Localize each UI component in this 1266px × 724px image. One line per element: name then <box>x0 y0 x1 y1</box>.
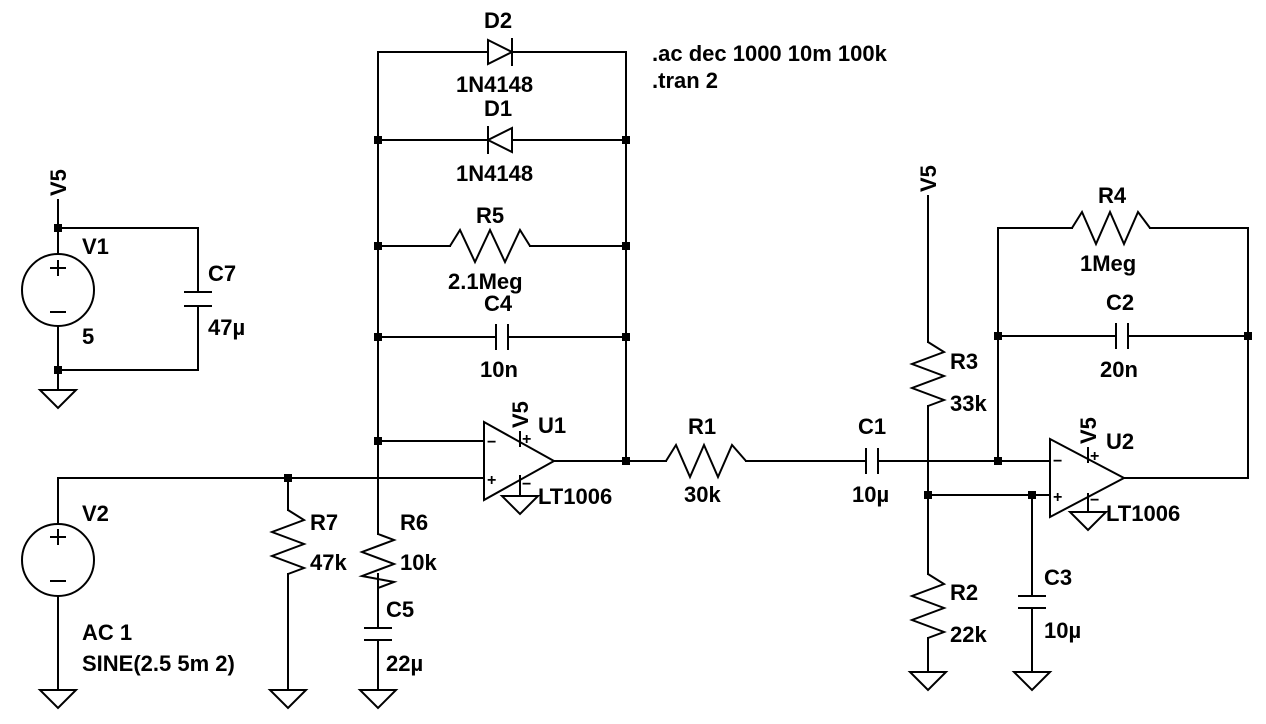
v1-ref: V1 <box>82 234 109 259</box>
capacitor-c2-symbol[interactable] <box>1115 323 1129 349</box>
resistor-r3-symbol[interactable] <box>909 341 947 407</box>
ground-icon-r2 <box>907 671 949 692</box>
resistor-r1-symbol[interactable] <box>665 442 747 480</box>
directive-tran: .tran 2 <box>652 68 718 93</box>
resistor-r4-symbol[interactable] <box>1071 209 1151 247</box>
u1-supply-plus-pin: + <box>522 431 531 448</box>
v2-value-sine: SINE(2.5 5m 2) <box>82 651 235 676</box>
v1-value: 5 <box>82 324 94 349</box>
c4-value: 10n <box>480 357 518 382</box>
d2-ref: D2 <box>484 8 512 33</box>
c5-ref: C5 <box>386 597 414 622</box>
u2-ref: U2 <box>1106 429 1134 454</box>
d1-ref: D1 <box>484 96 512 121</box>
c7-value: 47µ <box>208 315 245 340</box>
opamp-u2-symbol[interactable]: − + + − <box>1049 437 1127 519</box>
r3-value: 33k <box>950 391 987 416</box>
r4-ref: R4 <box>1098 183 1127 208</box>
voltage-source-v1-symbol[interactable] <box>21 253 95 327</box>
c2-ref: C2 <box>1106 290 1134 315</box>
u2-minus-pin: − <box>1053 453 1062 470</box>
opamp-u1-symbol[interactable]: − + + − <box>483 420 557 502</box>
r2-value: 22k <box>950 622 987 647</box>
junction-dots <box>54 136 1252 499</box>
resistor-r2-symbol[interactable] <box>909 573 947 639</box>
ground-icon-v1 <box>37 389 79 410</box>
resistor-r6-symbol[interactable] <box>358 533 398 589</box>
resistor-r7-symbol[interactable] <box>269 509 307 575</box>
diode-d1-symbol[interactable] <box>485 126 513 154</box>
r2-ref: R2 <box>950 580 978 605</box>
u2-supply-minus-pin: − <box>1090 492 1099 509</box>
r6-value: 10k <box>400 550 437 575</box>
ground-icon-c3 <box>1011 671 1053 692</box>
r5-ref: R5 <box>476 203 504 228</box>
r5-value: 2.1Meg <box>448 269 523 294</box>
ground-icon-v2 <box>37 689 79 710</box>
d2-value: 1N4148 <box>456 72 533 97</box>
diode-d2-symbol[interactable] <box>487 38 515 66</box>
wires <box>57 51 1249 691</box>
c7-ref: C7 <box>208 261 236 286</box>
u1-plus-pin: + <box>487 472 496 489</box>
u2-supply-plus-pin: + <box>1090 448 1099 465</box>
c2-value: 20n <box>1100 357 1138 382</box>
ground-icon-u2 <box>1067 511 1109 532</box>
net-label-v5-u2: V5 <box>1076 417 1101 444</box>
v2-value-ac: AC 1 <box>82 620 132 645</box>
u1-minus-pin: − <box>487 434 496 451</box>
net-label-v5-r3: V5 <box>916 165 941 192</box>
r7-value: 47k <box>310 550 347 575</box>
d1-value: 1N4148 <box>456 161 533 186</box>
r4-value: 1Meg <box>1080 251 1136 276</box>
c4-ref: C4 <box>484 291 513 316</box>
u1-ref: U1 <box>538 413 566 438</box>
u2-plus-pin: + <box>1053 489 1062 506</box>
capacitor-c1-symbol[interactable] <box>865 448 879 474</box>
net-label-v5-v1: V5 <box>46 169 71 196</box>
directive-ac: .ac dec 1000 10m 100k <box>652 41 888 66</box>
resistor-r5-symbol[interactable] <box>449 227 531 265</box>
r1-value: 30k <box>684 482 721 507</box>
capacitor-c4-symbol[interactable] <box>495 324 509 350</box>
r3-ref: R3 <box>950 349 978 374</box>
c1-ref: C1 <box>858 414 886 439</box>
voltage-source-v2-symbol[interactable] <box>21 523 95 597</box>
r7-ref: R7 <box>310 510 338 535</box>
capacitor-c5-symbol[interactable] <box>364 627 392 641</box>
u1-value: LT1006 <box>538 484 612 509</box>
c1-value: 10µ <box>852 482 889 507</box>
u1-supply-minus-pin: − <box>522 476 531 493</box>
c3-ref: C3 <box>1044 565 1072 590</box>
capacitor-c7-symbol[interactable] <box>184 291 212 307</box>
r6-ref: R6 <box>400 510 428 535</box>
ground-icon-u1 <box>499 495 541 516</box>
c3-value: 10µ <box>1044 618 1081 643</box>
ground-icon-c5 <box>357 689 399 710</box>
r1-ref: R1 <box>688 414 716 439</box>
net-label-v5-u1: V5 <box>508 401 533 428</box>
capacitor-c3-symbol[interactable] <box>1018 595 1046 609</box>
v2-ref: V2 <box>82 501 109 526</box>
c5-value: 22µ <box>386 651 423 676</box>
ground-icon-r7 <box>267 689 309 710</box>
u2-value: LT1006 <box>1106 501 1180 526</box>
